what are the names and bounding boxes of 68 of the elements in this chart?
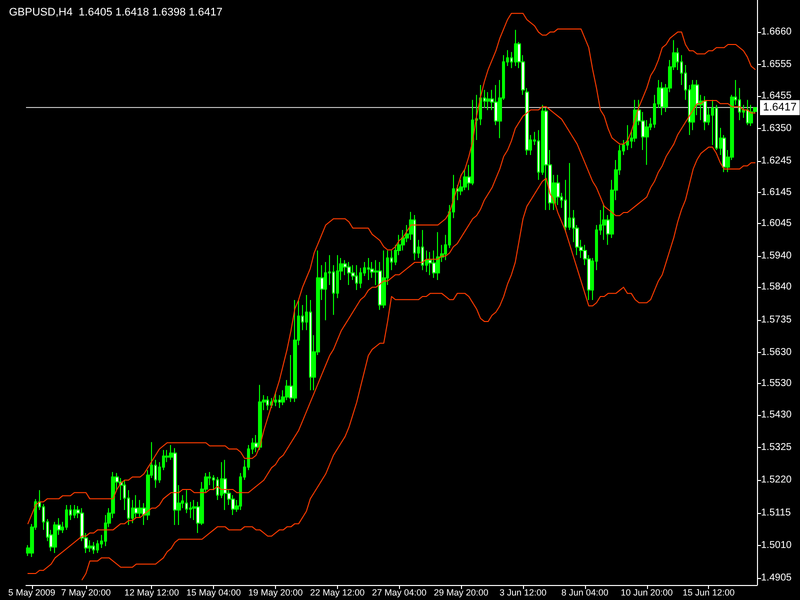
candlestick [53,521,57,554]
y-tick-label: 1.5735 [761,314,792,326]
candlestick [463,169,467,191]
candlestick [421,229,424,271]
x-tick-label: 19 May 20:00 [248,588,303,598]
candlestick [65,504,68,530]
y-tick-label: 1.5325 [761,442,792,453]
text: GBPUSD,H4 1.6405 1.6418 1.6398 1.6417 [9,6,222,18]
y-tick-label: 1.6045 [761,218,792,229]
y-tick-label: 1.5115 [761,507,792,518]
x-tick-label: 22 May 12:00 [310,588,365,598]
x-tick-label: 27 May 04:00 [372,588,427,598]
x-tick-label: 8 Jun 04:00 [561,588,608,598]
candlestick [173,448,177,526]
y-tick-label: 1.5010 [761,540,792,551]
candlestick [556,174,560,206]
candlestick [258,384,262,450]
x-tick-label: 29 May 20:00 [434,588,488,598]
candlestick [367,257,370,281]
line-series [27,100,756,574]
x-tick-label: 15 Jun 12:00 [682,588,735,598]
candlestick [382,250,386,309]
candlestick [355,264,358,291]
y-tick-label: 1.6555 [761,59,792,70]
candlestick [293,299,297,403]
x-tick-label: 3 Jun 12:00 [499,588,547,598]
candlestick [274,392,277,407]
candlestick [486,92,490,111]
candlestick [401,229,405,251]
y-tick-label: 1.5430 [761,409,792,420]
x-tick-label: 5 May 2009 [8,588,56,598]
candlestick [703,96,707,131]
y-tick-label: 1.6455 [761,90,792,102]
candlestick [711,99,714,146]
candlestick [266,396,269,411]
y-tick-label: 1.5530 [761,378,792,390]
ref-line-label: 1.6417 [763,102,797,114]
x-tick-label: 12 May 12:00 [124,588,179,598]
candlestick [660,82,664,116]
y-tick-label: 1.6350 [761,123,792,134]
y-tick-label: 1.6660 [761,26,792,38]
candlestick [73,504,76,519]
line-series [82,146,756,580]
x-tick-label: 15 May 04:00 [186,588,241,598]
candlestick [309,299,312,391]
y-tick-label: 1.6145 [761,186,792,198]
candlestick [436,232,440,281]
candlestick [544,107,548,211]
x-tick-label: 10 Jun 20:00 [620,588,673,598]
candlestick [749,104,753,127]
y-tick-label: 1.5840 [761,282,792,293]
candlestick [134,494,138,519]
candlestick [471,99,474,186]
candlestick [413,214,416,261]
candlestick [347,262,351,286]
candlestick [514,29,517,66]
y-tick-label: 1.5940 [761,250,792,262]
y-tick-label: 1.5220 [761,474,792,486]
candlestick [223,459,227,511]
candlestick [746,99,749,126]
y-tick-label: 1.6245 [761,156,792,167]
x-tick-label: 7 May 20:00 [61,588,111,598]
y-tick-label: 1.5630 [761,347,792,358]
candlestick [185,490,188,514]
y-tick-label: 1.4905 [761,572,792,584]
candlestick [428,252,432,276]
candlestick [92,542,95,554]
candlestick [691,79,695,131]
